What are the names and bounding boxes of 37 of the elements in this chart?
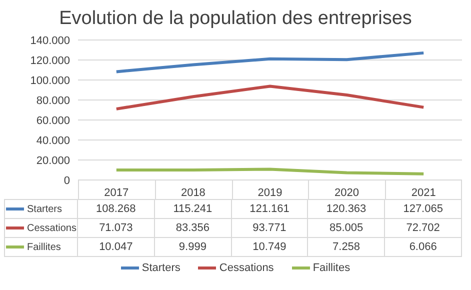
data-label: 93.771: [232, 219, 308, 238]
data-label: 127.065: [385, 200, 462, 219]
data-label: 6.066: [385, 238, 462, 257]
y-tick-label: 120.000: [30, 54, 70, 67]
y-tick-label: 40.000: [36, 134, 70, 147]
x-tick-label: 2021: [411, 186, 436, 199]
y-tick-label: 0: [64, 174, 70, 187]
data-label: 9.999: [154, 238, 232, 257]
y-tick-label: 80.000: [36, 94, 70, 107]
y-tick-label: 20.000: [36, 154, 70, 167]
data-label: 10.047: [78, 238, 155, 257]
legend-label: Faillites: [27, 242, 61, 252]
line-series: [114, 51, 426, 74]
data-label: 10.749: [232, 238, 308, 257]
text: Cessations: [219, 262, 274, 274]
data-label: 72.702: [385, 219, 462, 238]
data-label: 71.073: [78, 219, 155, 238]
data-label: 7.258: [308, 238, 386, 257]
data-label: 83.356: [154, 219, 232, 238]
x-tick-label: 2019: [258, 186, 282, 199]
text: Faillites: [312, 262, 350, 274]
chart-title: Evolution de la population des entreprises: [58, 8, 413, 30]
text: Starters: [142, 262, 180, 274]
line-series: [114, 84, 426, 110]
x-tick-label: 2020: [334, 186, 360, 199]
data-label: 120.363: [308, 200, 386, 219]
y-tick-label: 140.000: [30, 34, 70, 47]
x-tick-label: 2017: [104, 186, 129, 199]
y-tick-label: 60.000: [36, 114, 70, 127]
data-label: 115.241: [154, 200, 232, 219]
y-tick-label: 100.000: [30, 74, 70, 87]
data-label: 108.268: [78, 200, 155, 219]
legend-label: Cessations: [27, 222, 76, 234]
legend-label: Starters: [27, 204, 62, 214]
data-label: 121.161: [232, 200, 308, 219]
x-tick-label: 2018: [180, 186, 206, 199]
data-label: 85.005: [308, 219, 386, 238]
